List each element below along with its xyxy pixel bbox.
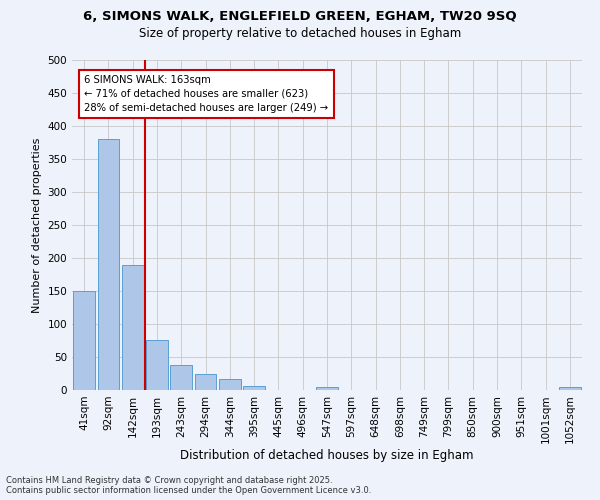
Bar (170, 365, 192, 390)
Bar (73, 291, 95, 390)
Bar (97, 139, 119, 390)
Text: 6 SIMONS WALK: 163sqm
← 71% of detached houses are smaller (623)
28% of semi-det: 6 SIMONS WALK: 163sqm ← 71% of detached … (85, 74, 329, 112)
Bar (316, 388, 338, 390)
Bar (243, 386, 265, 390)
Text: Contains HM Land Registry data © Crown copyright and database right 2025.
Contai: Contains HM Land Registry data © Crown c… (6, 476, 371, 495)
Bar (219, 380, 241, 390)
Bar (146, 340, 168, 390)
X-axis label: Distribution of detached houses by size in Egham: Distribution of detached houses by size … (180, 449, 474, 462)
Bar (122, 264, 143, 390)
Bar (559, 386, 581, 390)
Text: 6, SIMONS WALK, ENGLEFIELD GREEN, EGHAM, TW20 9SQ: 6, SIMONS WALK, ENGLEFIELD GREEN, EGHAM,… (83, 10, 517, 23)
Y-axis label: Number of detached properties: Number of detached properties (32, 138, 42, 312)
Bar (194, 374, 217, 390)
Text: Size of property relative to detached houses in Egham: Size of property relative to detached ho… (139, 28, 461, 40)
